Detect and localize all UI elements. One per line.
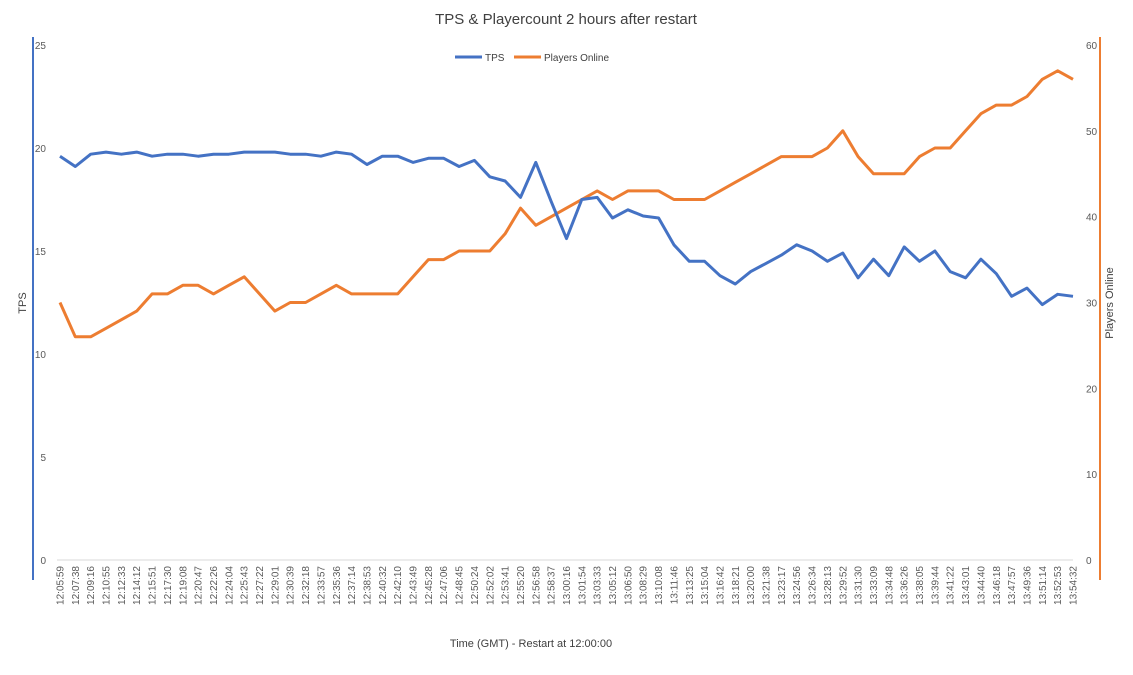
players-points [59, 70, 1074, 338]
x-tick-label: 12:32:18 [301, 566, 312, 605]
tps-points [59, 151, 1074, 305]
right-tick-label: 10 [1086, 470, 1098, 481]
chart-title: TPS & Playercount 2 hours after restart [435, 11, 698, 28]
right-tick-label: 20 [1086, 384, 1098, 395]
x-tick-label: 12:19:08 [178, 566, 189, 605]
x-tick-label: 12:55:20 [516, 566, 527, 605]
x-tick-label: 13:47:57 [1007, 566, 1018, 605]
x-tick-label: 12:14:12 [132, 566, 143, 605]
series-line-players [58, 69, 1074, 339]
x-axis-label: Time (GMT) - Restart at 12:00:00 [450, 638, 612, 650]
x-tick-label: 13:15:04 [700, 566, 711, 605]
x-tick-label: 13:10:08 [654, 566, 665, 605]
x-tick-label: 12:05:59 [56, 566, 67, 605]
x-tick-label: 12:48:45 [455, 566, 466, 605]
x-tick-label: 12:20:47 [194, 566, 205, 605]
x-tick-label: 12:43:49 [409, 566, 420, 605]
x-tick-label: 13:28:13 [823, 566, 834, 605]
x-tick-label: 12:30:39 [286, 566, 297, 605]
x-tick-label: 12:07:38 [71, 566, 82, 605]
x-tick-label: 12:33:57 [316, 566, 327, 605]
x-tick-label: 12:50:24 [470, 566, 481, 605]
right-tick-label: 0 [1086, 556, 1092, 567]
x-tick-label: 12:40:32 [378, 566, 389, 605]
x-tick-label: 12:58:37 [547, 566, 558, 605]
x-tick-label: 13:05:12 [608, 566, 619, 605]
right-axis-label: Players Online [1104, 267, 1116, 339]
legend-label-players: Players Online [544, 53, 609, 64]
x-tick-label: 13:24:56 [792, 566, 803, 605]
x-tick-label: 13:08:29 [639, 566, 650, 605]
x-tick-label: 13:00:16 [562, 566, 573, 605]
right-axis-ticks: 0 10 20 30 40 50 60 [1086, 41, 1098, 567]
x-tick-label: 12:22:26 [209, 566, 220, 605]
x-tick-label: 12:53:41 [501, 566, 512, 605]
x-tick-label: 13:44:40 [976, 566, 987, 605]
left-tick-label: 5 [40, 453, 46, 464]
x-tick-label: 12:42:10 [393, 566, 404, 605]
x-tick-label: 13:36:26 [900, 566, 911, 605]
x-tick-label: 13:21:38 [762, 566, 773, 605]
right-tick-label: 60 [1086, 41, 1098, 52]
x-tick-label: 13:01:54 [577, 566, 588, 605]
right-tick-label: 40 [1086, 213, 1098, 224]
x-tick-label: 13:38:05 [915, 566, 926, 605]
x-tick-label: 13:26:34 [808, 566, 819, 605]
left-tick-label: 25 [35, 41, 47, 52]
x-tick-label: 12:10:55 [102, 566, 113, 605]
x-tick-label: 12:24:04 [224, 566, 235, 605]
x-tick-label: 13:03:33 [593, 566, 604, 605]
right-tick-label: 50 [1086, 127, 1098, 138]
x-tick-label: 12:25:43 [240, 566, 251, 605]
x-tick-label: 13:11:46 [669, 566, 680, 605]
x-tick-label: 12:52:02 [485, 566, 496, 605]
series-line-tps [59, 150, 1074, 307]
x-tick-label: 13:06:50 [623, 566, 634, 605]
x-tick-label: 13:43:01 [961, 566, 972, 605]
left-axis-label: TPS [17, 292, 29, 313]
x-tick-label: 12:47:06 [439, 566, 450, 605]
x-tick-label: 12:17:30 [163, 566, 174, 605]
x-tick-label: 13:39:44 [930, 566, 941, 605]
x-tick-label: 12:27:22 [255, 566, 266, 605]
left-tick-label: 15 [35, 247, 47, 258]
x-tick-label: 12:45:28 [424, 566, 435, 605]
x-tick-label: 13:23:17 [777, 566, 788, 605]
left-tick-label: 10 [35, 350, 47, 361]
x-tick-label: 13:29:52 [838, 566, 849, 605]
x-tick-label: 12:09:16 [86, 566, 97, 605]
x-tick-label: 13:51:14 [1038, 566, 1049, 605]
legend: TPS Players Online [455, 53, 609, 64]
x-tick-label: 13:31:30 [854, 566, 865, 605]
x-tick-label: 13:18:21 [731, 566, 742, 605]
x-tick-label: 12:15:51 [148, 566, 159, 605]
left-tick-label: 0 [40, 556, 46, 567]
x-tick-label: 12:29:01 [270, 566, 281, 605]
x-tick-label: 13:41:22 [946, 566, 957, 605]
x-tick-label: 13:54:32 [1069, 566, 1080, 605]
x-tick-label: 12:38:53 [362, 566, 373, 605]
legend-label-tps: TPS [485, 53, 505, 64]
x-tick-label: 13:46:18 [992, 566, 1003, 605]
x-tick-label: 13:49:36 [1022, 566, 1033, 605]
x-tick-label: 13:33:09 [869, 566, 880, 605]
left-tick-label: 20 [35, 144, 47, 155]
right-tick-label: 30 [1086, 299, 1098, 310]
x-tick-label: 13:20:00 [746, 566, 757, 605]
x-tick-label: 12:37:14 [347, 566, 358, 605]
x-tick-label: 12:56:58 [531, 566, 542, 605]
x-tick-label: 13:34:48 [884, 566, 895, 605]
x-tick-label: 13:16:42 [715, 566, 726, 605]
x-tick-label: 13:13:25 [685, 566, 696, 605]
x-tick-label: 12:35:36 [332, 566, 343, 605]
left-axis-ticks: 0 5 10 15 20 25 [35, 41, 47, 567]
x-tick-label: 13:52:53 [1053, 566, 1064, 605]
x-tick-label: 12:12:33 [117, 566, 128, 605]
x-axis-ticks: 12:05:59 12:07:38 12:09:16 12:10:55 12:12:33… [56, 566, 1080, 605]
